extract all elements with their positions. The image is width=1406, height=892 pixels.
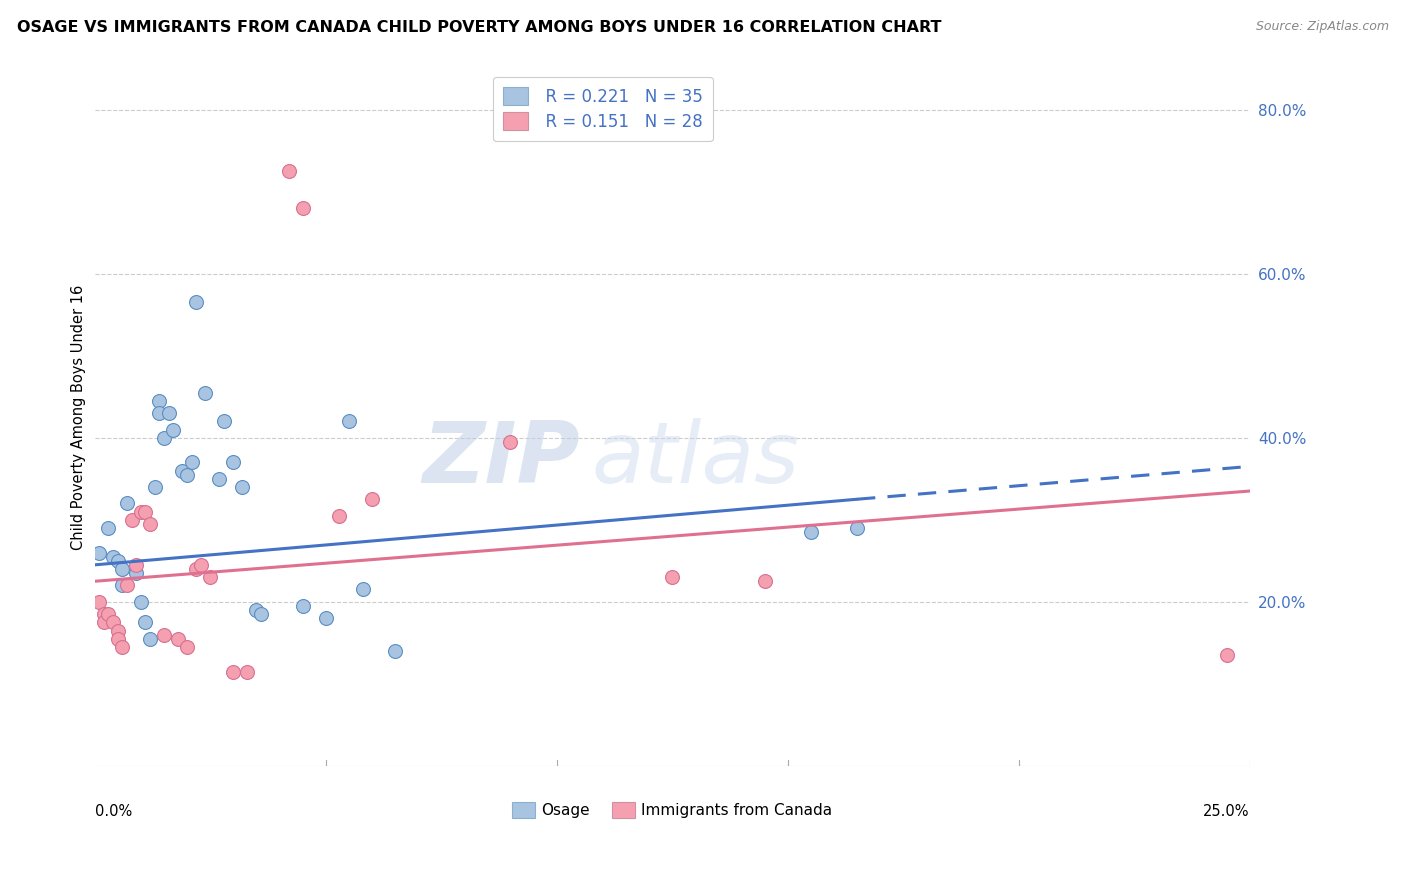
- Point: [121, 513, 143, 527]
- Text: ZIP: ZIP: [422, 417, 579, 500]
- Point: [97, 607, 120, 621]
- Point: [153, 431, 176, 445]
- Point: [101, 549, 124, 564]
- Point: [107, 624, 129, 638]
- Text: 0.0%: 0.0%: [94, 805, 132, 819]
- Point: [97, 521, 120, 535]
- Point: [148, 393, 170, 408]
- Text: 25.0%: 25.0%: [1204, 805, 1250, 819]
- Point: [186, 562, 208, 576]
- Point: [115, 496, 138, 510]
- Point: [194, 385, 217, 400]
- Point: [222, 455, 245, 469]
- Point: [101, 615, 124, 630]
- Point: [352, 582, 374, 597]
- Point: [129, 595, 152, 609]
- Point: [176, 640, 198, 654]
- Point: [360, 492, 382, 507]
- Point: [111, 562, 134, 576]
- Point: [846, 521, 869, 535]
- Point: [172, 463, 194, 477]
- Point: [384, 644, 406, 658]
- Point: [337, 414, 360, 428]
- Point: [89, 595, 111, 609]
- Point: [231, 480, 253, 494]
- Point: [115, 578, 138, 592]
- Point: [129, 504, 152, 518]
- Point: [157, 406, 180, 420]
- Y-axis label: Child Poverty Among Boys Under 16: Child Poverty Among Boys Under 16: [72, 285, 86, 549]
- Point: [277, 164, 299, 178]
- Point: [212, 414, 235, 428]
- Point: [245, 603, 267, 617]
- Point: [222, 665, 245, 679]
- Point: [186, 295, 208, 310]
- Point: [111, 578, 134, 592]
- Point: [661, 570, 683, 584]
- Point: [250, 607, 273, 621]
- Point: [134, 504, 156, 518]
- Legend: Osage, Immigrants from Canada: Osage, Immigrants from Canada: [506, 796, 838, 824]
- Point: [143, 480, 166, 494]
- Point: [139, 516, 162, 531]
- Point: [754, 574, 776, 589]
- Point: [134, 615, 156, 630]
- Point: [166, 632, 188, 646]
- Point: [93, 607, 115, 621]
- Point: [499, 434, 522, 449]
- Point: [198, 570, 221, 584]
- Point: [291, 599, 314, 613]
- Point: [111, 640, 134, 654]
- Point: [89, 545, 111, 559]
- Point: [800, 524, 823, 539]
- Point: [148, 406, 170, 420]
- Point: [190, 558, 212, 572]
- Text: Source: ZipAtlas.com: Source: ZipAtlas.com: [1256, 20, 1389, 33]
- Point: [315, 611, 337, 625]
- Point: [107, 632, 129, 646]
- Point: [236, 665, 259, 679]
- Point: [125, 566, 148, 580]
- Point: [93, 615, 115, 630]
- Point: [153, 627, 176, 641]
- Point: [208, 472, 231, 486]
- Point: [1215, 648, 1237, 662]
- Point: [107, 554, 129, 568]
- Point: [139, 632, 162, 646]
- Point: [176, 467, 198, 482]
- Point: [162, 423, 184, 437]
- Point: [180, 455, 202, 469]
- Point: [125, 558, 148, 572]
- Text: OSAGE VS IMMIGRANTS FROM CANADA CHILD POVERTY AMONG BOYS UNDER 16 CORRELATION CH: OSAGE VS IMMIGRANTS FROM CANADA CHILD PO…: [17, 20, 942, 35]
- Point: [291, 201, 314, 215]
- Point: [328, 508, 350, 523]
- Text: atlas: atlas: [592, 417, 800, 500]
